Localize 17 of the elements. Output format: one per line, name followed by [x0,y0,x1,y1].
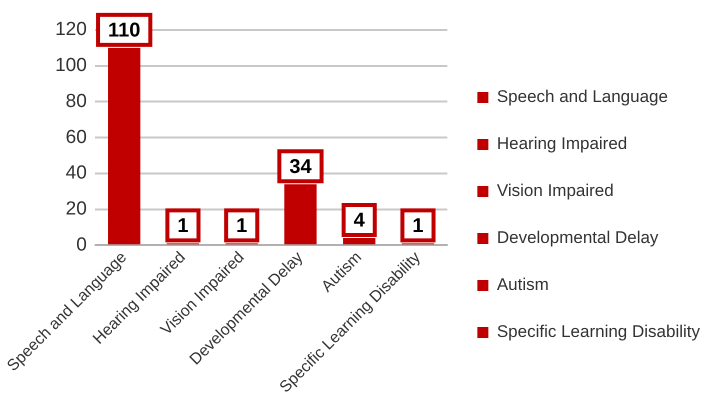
legend-label: Speech and Language [496,87,668,106]
data-label: 4 [354,210,366,232]
y-tick-label: 0 [76,234,87,256]
data-label: 34 [289,156,312,178]
y-tick-label: 60 [66,126,87,148]
data-label: 1 [236,214,248,237]
legend-label: Developmental Delay [496,228,659,248]
data-label: 1 [412,214,424,237]
legend-label: Vision Impaired [496,181,614,200]
data-label: 110 [108,19,140,42]
y-tick-label: 80 [66,90,87,112]
y-tick-label: 100 [55,55,87,76]
y-tick-label: 40 [66,162,87,184]
data-label: 1 [177,214,188,237]
y-tick-label: 20 [66,198,87,220]
legend-label: Hearing Impaired [496,134,628,154]
y-tick-label: 120 [55,19,87,40]
